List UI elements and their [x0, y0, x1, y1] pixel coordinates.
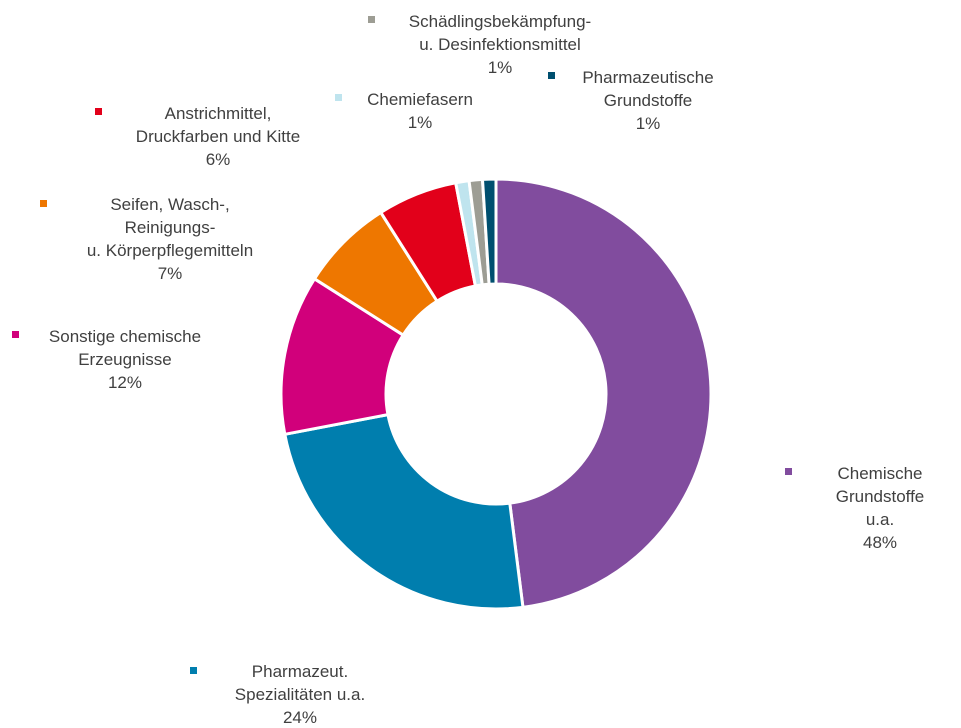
- legend-marker: [548, 72, 555, 79]
- slice-label: Chemische Grundstoffe u.a. 48%: [836, 462, 925, 554]
- slice-label: Schädlingsbekämpfung- u. Desinfektionsmi…: [409, 10, 591, 79]
- slice-label: Chemiefasern 1%: [367, 88, 473, 134]
- value-label: 48%: [862, 533, 898, 552]
- category-label: Chemiefasern: [367, 90, 473, 109]
- category-label: Pharmazeut. Spezialitäten u.a.: [234, 662, 366, 704]
- legend-marker: [95, 108, 102, 115]
- category-label: Sonstige chemische Erzeugnisse: [48, 327, 202, 369]
- value-label: 1%: [487, 58, 513, 77]
- legend-marker: [335, 94, 342, 101]
- legend-marker: [785, 468, 792, 475]
- category-label: Schädlingsbekämpfung- u. Desinfektionsmi…: [408, 12, 592, 54]
- category-label: Seifen, Wasch-, Reinigungs- u. Körperpfl…: [86, 195, 254, 260]
- slice: [480, 177, 498, 286]
- category-label: Pharmazeutische Grundstoffe: [582, 68, 714, 110]
- legend-marker: [190, 667, 197, 674]
- slice-label: Pharmazeutische Grundstoffe 1%: [582, 66, 713, 135]
- slice: [494, 177, 713, 609]
- value-label: 6%: [205, 150, 231, 169]
- legend-marker: [40, 200, 47, 207]
- slice-label: Sonstige chemische Erzeugnisse 12%: [49, 325, 201, 394]
- value-label: 7%: [157, 264, 183, 283]
- category-label: Chemische Grundstoffe u.a.: [835, 464, 925, 529]
- legend-marker: [368, 16, 375, 23]
- slice-label: Anstrichmittel, Druckfarben und Kitte 6%: [136, 102, 300, 171]
- value-label: 1%: [407, 113, 433, 132]
- category-label: Anstrichmittel, Druckfarben und Kitte: [135, 104, 301, 146]
- slice-label: Pharmazeut. Spezialitäten u.a. 24%: [235, 660, 365, 728]
- value-label: 1%: [635, 114, 661, 133]
- slice: [283, 412, 525, 611]
- value-label: 12%: [107, 373, 143, 392]
- value-label: 24%: [282, 708, 318, 727]
- legend-marker: [12, 331, 19, 338]
- slice-label: Seifen, Wasch-, Reinigungs- u. Körperpfl…: [87, 193, 253, 285]
